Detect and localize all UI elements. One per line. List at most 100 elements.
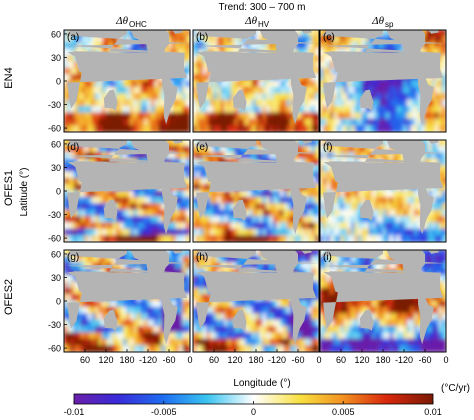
heatmap-cell — [435, 118, 440, 127]
heatmap-cell — [431, 152, 436, 160]
heatmap-cell — [98, 209, 103, 218]
heatmap-cell — [126, 262, 131, 270]
heatmap-cell — [347, 255, 352, 264]
heatmap-cell — [389, 145, 394, 154]
heatmap-cell — [234, 86, 239, 95]
heatmap-cell — [91, 300, 96, 308]
heatmap-cell — [77, 222, 82, 230]
heatmap-cell — [199, 165, 204, 173]
heatmap-cell — [154, 118, 159, 127]
heatmap-cell — [210, 125, 215, 132]
heatmap-cell — [199, 326, 204, 334]
heatmap-cell — [255, 86, 260, 95]
heatmap-cell — [442, 42, 446, 50]
heatmap-cell — [133, 99, 138, 108]
land-mass — [301, 30, 312, 34]
heatmap-cell — [144, 326, 149, 334]
heatmap-cell — [259, 209, 264, 218]
heatmap-cell — [84, 93, 89, 101]
heatmap-cell — [287, 99, 292, 108]
heatmap-cell — [206, 338, 211, 347]
heatmap-cell — [227, 112, 232, 120]
heatmap-cell — [193, 42, 197, 50]
heatmap-cell — [442, 203, 446, 211]
heatmap-cell — [344, 80, 349, 88]
heatmap-cell — [98, 80, 103, 88]
heatmap-cell — [81, 255, 86, 264]
heatmap-cell — [330, 326, 335, 334]
heatmap-cell — [252, 48, 257, 57]
heatmap-cell — [67, 287, 72, 296]
heatmap-cell — [130, 262, 135, 270]
heatmap-cell — [382, 106, 387, 114]
heatmap-cell — [64, 99, 68, 108]
heatmap-cell — [297, 140, 302, 147]
heatmap-cell — [301, 152, 306, 160]
heatmap-cell — [81, 209, 86, 218]
heatmap-cell — [168, 222, 173, 230]
heatmap-cell — [333, 203, 338, 211]
heatmap-cell — [203, 171, 208, 179]
heatmap-cell — [123, 42, 128, 50]
heatmap-cell — [186, 42, 190, 50]
heatmap-cell — [280, 190, 285, 198]
heatmap-cell — [320, 86, 324, 95]
heatmap-cell — [344, 319, 349, 328]
heatmap-cell — [182, 80, 187, 88]
heatmap-cell — [315, 235, 319, 242]
land-mass — [259, 140, 298, 185]
heatmap-cell — [396, 106, 401, 114]
heatmap-cell — [389, 99, 394, 108]
heatmap-cell — [330, 345, 335, 352]
heatmap-cell — [217, 145, 222, 154]
heatmap-cell — [320, 61, 324, 69]
heatmap-cell — [126, 209, 131, 218]
heatmap-cell — [151, 326, 156, 334]
heatmap-cell — [140, 262, 145, 270]
heatmap-cell — [375, 93, 380, 101]
heatmap-cell — [168, 332, 173, 340]
heatmap-cell — [234, 190, 239, 198]
heatmap-cell — [84, 118, 89, 127]
heatmap-cell — [130, 222, 135, 230]
heatmap-cell — [168, 345, 173, 352]
heatmap-cell — [220, 203, 225, 211]
heatmap-cell — [74, 281, 79, 289]
heatmap-cell — [137, 306, 142, 315]
heatmap-cell — [344, 326, 349, 334]
heatmap-cell — [245, 42, 250, 50]
heatmap-cell — [428, 209, 433, 218]
heatmap-cell — [308, 190, 313, 198]
heatmap-cell — [368, 125, 373, 132]
heatmap-cell — [126, 118, 131, 127]
heatmap-cell — [301, 209, 306, 218]
heatmap-cell — [123, 235, 128, 242]
heatmap-cell — [74, 209, 79, 218]
heatmap-cell — [217, 86, 222, 95]
heatmap-cell — [116, 326, 121, 334]
heatmap-cell — [287, 235, 292, 242]
heatmap-cell — [340, 319, 345, 328]
heatmap-cell — [213, 106, 218, 114]
heatmap-cell — [344, 196, 349, 205]
heatmap-cell — [206, 300, 211, 308]
heatmap-cell — [179, 86, 184, 95]
heatmap-cell — [179, 48, 184, 57]
heatmap-cell — [199, 184, 204, 192]
heatmap-cell — [98, 190, 103, 198]
heatmap-cell — [147, 300, 152, 308]
heatmap-cell — [84, 196, 89, 205]
heatmap-cell — [308, 250, 313, 257]
heatmap-cell — [435, 228, 440, 237]
heatmap-cell — [304, 306, 309, 315]
heatmap-cell — [140, 80, 145, 88]
heatmap-cell — [358, 222, 363, 230]
heatmap-cell — [351, 93, 356, 101]
heatmap-cell — [304, 332, 309, 340]
heatmap-cell — [280, 216, 285, 224]
heatmap-cell — [386, 203, 391, 211]
heatmap-cell — [372, 86, 377, 95]
heatmap-cell — [269, 203, 274, 211]
heatmap-cell — [112, 196, 117, 205]
heatmap-cell — [375, 42, 380, 50]
